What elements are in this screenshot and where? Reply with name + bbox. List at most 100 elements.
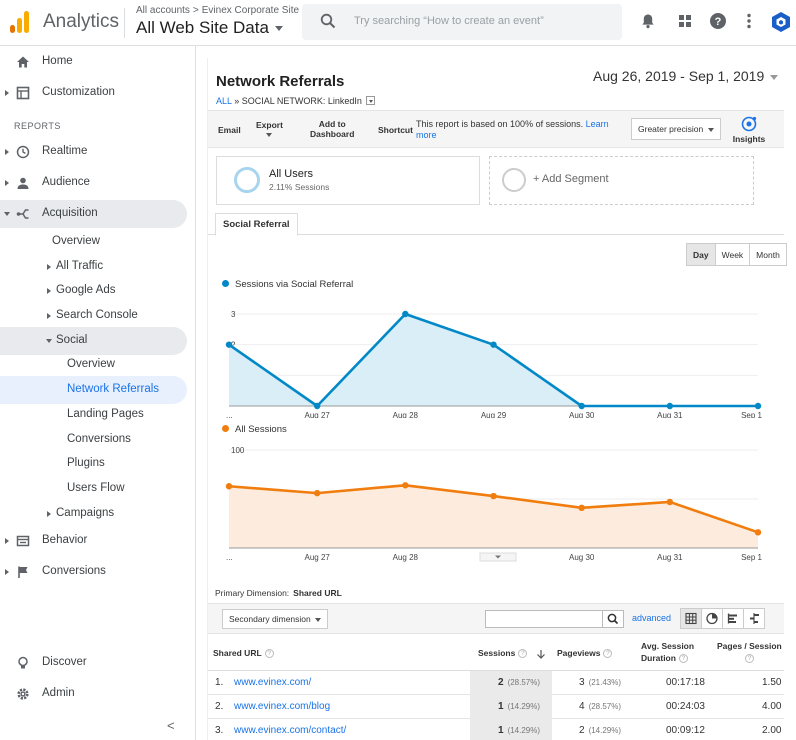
sidebar-item-acquisition-overview[interactable]: Overview [0,228,187,256]
table-search-button[interactable] [602,610,624,628]
performance-view-button[interactable] [722,608,744,629]
help-icon[interactable]: ? [264,649,274,659]
sort-column-highlight [470,719,552,740]
app-title[interactable]: Analytics [43,11,120,32]
sidebar-item-acquisition[interactable]: Acquisition [0,200,187,228]
col-shared-url[interactable]: Shared URL? [213,647,274,659]
secondary-dimension-select[interactable]: Secondary dimension [222,609,328,629]
table-row: 1. www.evinex.com/ 2 (28.57%) 3 (21.43%) 0… [208,671,784,695]
tab-social-referral[interactable]: Social Referral [215,213,298,236]
col-pages-per-session[interactable]: Pages / Session ? [717,640,782,664]
view-selector[interactable]: All Web Site Data [136,18,283,38]
chevron-down-icon [708,128,714,132]
sidebar-item-home[interactable]: Home [0,48,187,76]
learn-more-link[interactable]: Learn more [416,119,609,140]
row-sessions-value: 2 [498,677,504,688]
col-pageviews[interactable]: Pageviews? [557,647,613,659]
add-to-dashboard-button[interactable]: Add to Dashboard [310,119,354,139]
add-segment-button[interactable]: + Add Segment [489,156,754,205]
col-sessions-label: Sessions [478,648,516,658]
analytics-logo-icon[interactable] [10,11,30,33]
sidebar-item-plugins[interactable]: Plugins [0,450,187,478]
sidebar-item-realtime[interactable]: Realtime [0,138,187,166]
secondary-dimension-label: Secondary dimension [229,614,311,624]
collapse-sidebar-icon[interactable]: < [167,718,175,733]
row-url-link[interactable]: www.evinex.com/blog [234,701,331,712]
row-duration: 00:17:18 [666,677,705,688]
sidebar-item-conversions[interactable]: Conversions [0,558,187,586]
sidebar-item-audience[interactable]: Audience [0,169,187,197]
primary-dimension: Primary Dimension: Shared URL [215,588,342,598]
sidebar-item-social-overview[interactable]: Overview [0,351,187,379]
sidebar-item-landing-pages[interactable]: Landing Pages [0,401,187,429]
crumb-all-accounts[interactable]: All accounts [136,5,190,16]
pie-view-button[interactable] [701,608,723,629]
sidebar-item-admin[interactable]: Admin [0,680,187,708]
table-view-toggle [680,608,765,629]
help-icon[interactable]: ? [518,649,528,659]
data-table-view-button[interactable] [680,608,702,629]
sidebar-item-users-flow[interactable]: Users Flow [0,475,187,503]
col-sessions[interactable]: Sessions? [478,647,546,659]
export-button[interactable]: Export [256,120,283,137]
bell-icon[interactable] [639,12,657,30]
chevron-right-icon [47,288,51,294]
section-label-reports: REPORTS [14,121,61,131]
row-pageviews-pct: (14.29%) [588,726,622,735]
help-icon[interactable]: ? [745,654,754,664]
row-pageviews: 3 (21.43%) [579,677,621,688]
sort-arrow-down-icon[interactable] [536,649,546,659]
col-avg-session-duration[interactable]: Avg. Session Duration? [641,640,694,664]
sidebar-item-social[interactable]: Social [0,327,187,355]
email-button[interactable]: Email [218,125,241,135]
table-search-input[interactable] [485,610,603,628]
advanced-filter-link[interactable]: advanced [632,613,672,623]
apps-grid-icon[interactable] [676,12,694,30]
sidebar-item-customization[interactable]: Customization [0,79,187,107]
sidebar-item-label: Behavior [42,534,88,546]
help-icon[interactable]: ? [709,12,727,30]
chevron-right-icon [5,180,9,186]
row-url-link[interactable]: www.evinex.com/contact/ [234,725,347,736]
segment-all-users[interactable]: All Users 2.11% Sessions [216,156,480,205]
insights-button[interactable]: Insights [732,115,766,144]
search-input[interactable]: Try searching “How to create an event” [302,4,622,40]
primary-dimension-value[interactable]: Shared URL [293,588,342,598]
breadcrumb-all-link[interactable]: ALL [216,96,232,106]
sidebar-item-google-ads[interactable]: Google Ads [0,277,187,305]
precision-select[interactable]: Greater precision [631,118,721,140]
sidebar-item-all-traffic[interactable]: All Traffic [0,253,187,281]
sidebar-item-behavior[interactable]: Behavior [0,527,187,555]
account-avatar-icon[interactable] [771,11,791,33]
sidebar-item-search-console[interactable]: Search Console [0,302,187,330]
dimension-dropdown-icon[interactable] [366,96,376,106]
table-grid-icon [685,612,697,625]
comparison-view-button[interactable] [743,608,765,629]
more-vert-icon[interactable] [740,12,758,30]
row-duration: 00:24:03 [666,701,705,712]
help-icon[interactable]: ? [678,654,688,664]
sidebar-item-campaigns[interactable]: Campaigns [0,500,187,528]
report-toolbar: Email Export Add to Dashboard Shortcut T… [208,110,784,148]
account-breadcrumb[interactable]: All accounts > Evinex Corporate Site [136,5,299,16]
period-day-button[interactable]: Day [686,243,716,266]
chevron-down-icon [4,212,10,216]
sidebar-item-discover[interactable]: Discover [0,649,187,677]
search-icon [320,13,336,29]
help-icon[interactable]: ? [603,649,613,659]
period-month-button[interactable]: Month [749,243,787,266]
shortcut-button[interactable]: Shortcut [378,125,413,135]
x-tick-label: Aug 29 [481,411,507,418]
period-week-button[interactable]: Week [714,243,751,266]
row-index: 3. [215,725,224,736]
crumb-property[interactable]: Evinex Corporate Site [201,5,300,16]
precision-value: Greater precision [638,124,704,134]
chevron-down-icon [46,339,52,343]
row-sessions-pct: (14.29%) [507,726,541,735]
sidebar-item-network-referrals[interactable]: Network Referrals [0,376,187,404]
row-url-link[interactable]: www.evinex.com/ [234,677,312,688]
sidebar-item-social-conversions[interactable]: Conversions [0,426,187,454]
date-range-selector[interactable]: Aug 26, 2019 - Sep 1, 2019 [593,68,779,84]
